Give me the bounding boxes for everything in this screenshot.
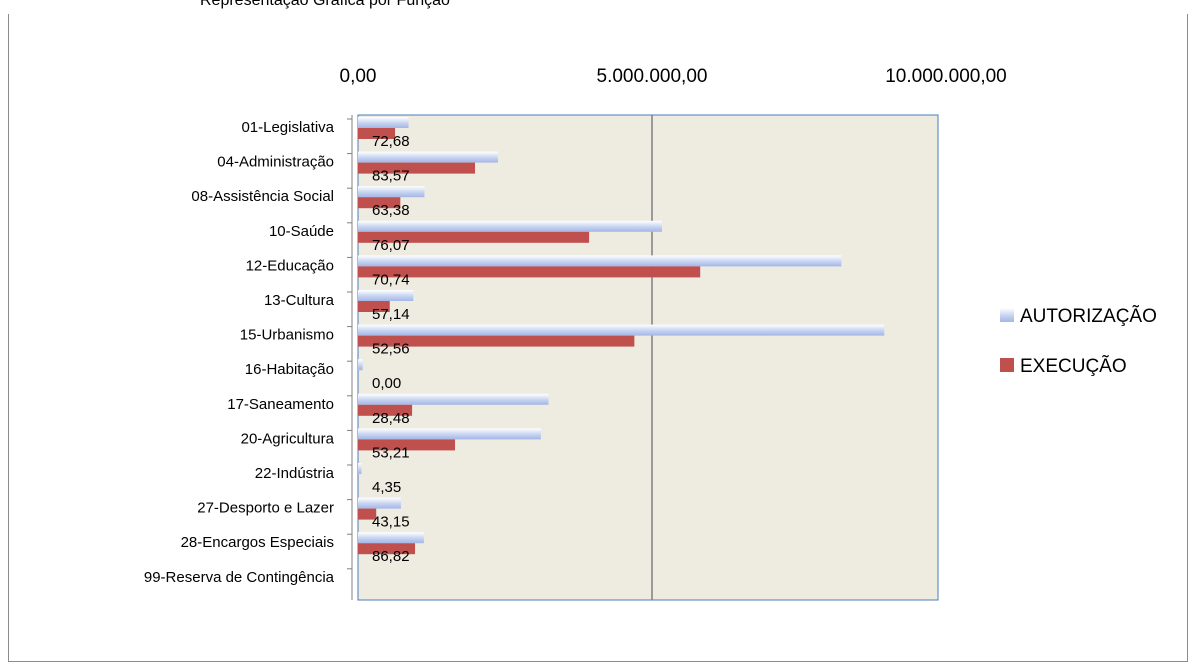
bar-autorizacao [358, 151, 498, 163]
data-label: 86,82 [372, 548, 410, 565]
bar-autorizacao [358, 324, 885, 336]
legend-swatch-execucao [1000, 358, 1014, 372]
bar-execucao [358, 128, 396, 139]
category-label: 17-Saneamento [227, 396, 334, 413]
data-label: 4,35 [372, 479, 401, 496]
bar-execucao [358, 439, 456, 451]
bar-execucao [358, 197, 401, 209]
bar-execucao [358, 335, 635, 347]
category-label: 12-Educação [246, 257, 334, 274]
data-label: 0,00 [372, 375, 401, 392]
x-tick-label: 0,00 [340, 66, 377, 87]
x-tick-label: 10.000.000,00 [885, 66, 1007, 87]
bar-autorizacao [358, 463, 362, 474]
bar-execucao [358, 301, 390, 312]
category-label: 04-Administração [217, 154, 334, 171]
data-label: 57,14 [372, 306, 410, 323]
chart-title: Representação Gráfica por Função [200, 0, 450, 9]
legend-swatch-autorizacao [1000, 308, 1014, 322]
category-axis [347, 115, 353, 600]
legend: AUTORIZAÇÃO EXECUÇÃO [1000, 305, 1157, 377]
data-label: 63,38 [372, 202, 410, 219]
bar-execucao [358, 266, 701, 278]
bar-execucao [358, 508, 377, 520]
bar-execucao [358, 162, 476, 174]
bar-autorizacao [358, 497, 401, 509]
chart-title-strip: Representação Gráfica por Função [0, 0, 1197, 14]
bar-execucao [358, 404, 413, 416]
data-label: 70,74 [372, 271, 410, 288]
data-label: 28,48 [372, 410, 410, 427]
category-label: 16-Habitação [245, 361, 334, 378]
category-label: 27-Desporto e Lazer [197, 500, 334, 517]
bar-autorizacao [358, 290, 414, 301]
chart-frame [8, 14, 1188, 662]
bar-autorizacao [358, 186, 425, 198]
bar-autorizacao [358, 255, 842, 267]
legend-label-autorizacao: AUTORIZAÇÃO [1020, 305, 1157, 327]
bars [358, 117, 885, 555]
data-label: 52,56 [372, 341, 410, 358]
category-label: 13-Cultura [264, 292, 335, 309]
category-labels: 01-Legislativa 04-Administração 08-Assistê… [144, 119, 335, 586]
data-label: 83,57 [372, 168, 410, 185]
category-label: 28-Encargos Especiais [181, 534, 334, 551]
data-label: 76,07 [372, 237, 410, 254]
bar-autorizacao [358, 428, 541, 440]
bar-autorizacao [358, 220, 662, 232]
x-tick-label: 5.000.000,00 [597, 66, 708, 87]
category-label: 08-Assistência Social [191, 188, 334, 205]
data-labels: 72,68 83,57 63,38 76,07 70,74 57,14 52,56 0,00 2… [372, 133, 410, 565]
data-label: 53,21 [372, 444, 410, 461]
legend-label-execucao: EXECUÇÃO [1020, 355, 1127, 377]
bar-autorizacao [358, 532, 424, 544]
category-label: 22-Indústria [255, 465, 335, 482]
bar-autorizacao [358, 117, 409, 128]
category-label: 20-Agricultura [241, 430, 335, 447]
category-label: 99-Reserva de Contingência [144, 569, 335, 586]
value-axis-ticks: 0,00 5.000.000,00 10.000.000,00 [340, 66, 1007, 87]
bar-autorizacao [358, 393, 549, 405]
bar-execucao [358, 543, 416, 555]
category-label: 01-Legislativa [241, 119, 334, 136]
category-label: 10-Saúde [269, 223, 334, 240]
data-label: 43,15 [372, 514, 410, 531]
bar-execucao [358, 231, 590, 243]
category-label: 15-Urbanismo [240, 327, 334, 344]
plot-area [357, 114, 939, 601]
data-label: 72,68 [372, 133, 410, 150]
bar-autorizacao [358, 359, 363, 371]
